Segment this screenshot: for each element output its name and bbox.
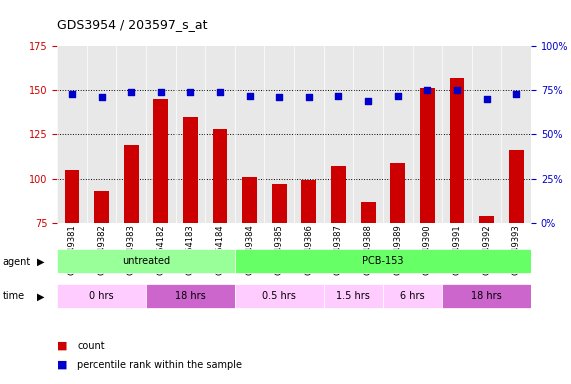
Point <box>334 93 343 99</box>
Text: ▶: ▶ <box>37 257 45 267</box>
Text: untreated: untreated <box>122 256 170 266</box>
Bar <box>449 78 464 223</box>
Point <box>156 89 166 95</box>
Bar <box>272 184 287 223</box>
Text: 18 hrs: 18 hrs <box>471 291 502 301</box>
Text: 6 hrs: 6 hrs <box>400 291 425 301</box>
Bar <box>212 129 227 223</box>
Point <box>364 98 373 104</box>
Text: ■: ■ <box>57 360 67 370</box>
Point <box>215 89 224 95</box>
Text: percentile rank within the sample: percentile rank within the sample <box>77 360 242 370</box>
Bar <box>301 180 316 223</box>
Bar <box>361 202 376 223</box>
Text: count: count <box>77 341 104 351</box>
FancyBboxPatch shape <box>146 283 235 308</box>
Point <box>186 89 195 95</box>
Bar <box>420 88 435 223</box>
Bar <box>65 170 79 223</box>
Bar <box>124 145 139 223</box>
Bar <box>331 166 346 223</box>
FancyBboxPatch shape <box>324 283 383 308</box>
FancyBboxPatch shape <box>57 249 235 273</box>
Point <box>67 91 77 97</box>
Point <box>423 87 432 93</box>
Bar <box>479 216 494 223</box>
Bar <box>391 163 405 223</box>
Bar <box>154 99 168 223</box>
Point <box>482 96 491 102</box>
Text: 0 hrs: 0 hrs <box>89 291 114 301</box>
Text: 0.5 hrs: 0.5 hrs <box>262 291 296 301</box>
Text: ▶: ▶ <box>37 291 45 301</box>
Point <box>452 87 461 93</box>
Point <box>245 93 254 99</box>
FancyBboxPatch shape <box>57 283 146 308</box>
Bar <box>509 150 524 223</box>
Bar <box>183 117 198 223</box>
Bar <box>242 177 257 223</box>
FancyBboxPatch shape <box>383 283 442 308</box>
FancyBboxPatch shape <box>235 283 324 308</box>
Text: GDS3954 / 203597_s_at: GDS3954 / 203597_s_at <box>57 18 208 31</box>
Bar <box>94 191 109 223</box>
Point <box>127 89 136 95</box>
Text: time: time <box>3 291 25 301</box>
Point <box>512 91 521 97</box>
Point <box>393 93 403 99</box>
Point <box>97 94 106 100</box>
Point <box>275 94 284 100</box>
Point <box>304 94 313 100</box>
FancyBboxPatch shape <box>442 283 531 308</box>
Text: PCB-153: PCB-153 <box>362 256 404 266</box>
FancyBboxPatch shape <box>235 249 531 273</box>
Text: 18 hrs: 18 hrs <box>175 291 206 301</box>
Text: 1.5 hrs: 1.5 hrs <box>336 291 370 301</box>
Text: agent: agent <box>3 257 31 267</box>
Text: ■: ■ <box>57 341 67 351</box>
